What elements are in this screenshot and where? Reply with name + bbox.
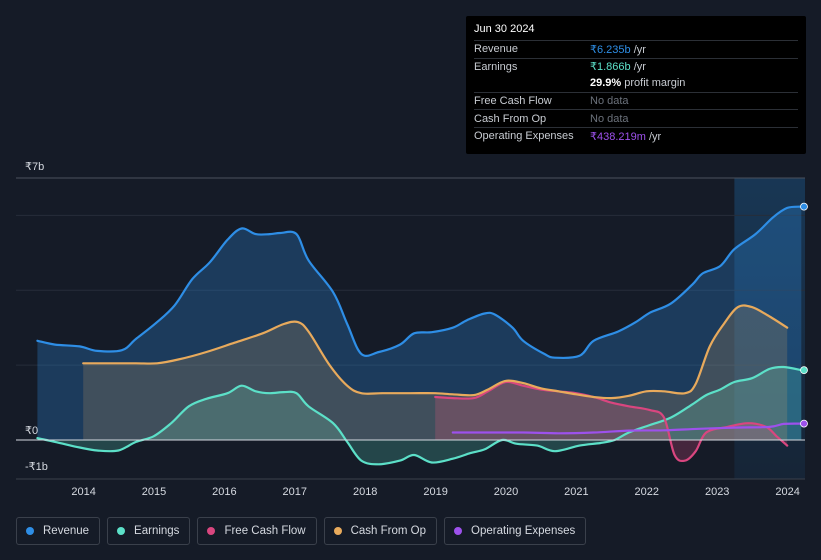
legend-item-free-cash-flow[interactable]: Free Cash Flow bbox=[197, 517, 317, 545]
legend-label: Revenue bbox=[43, 525, 90, 537]
legend-dot-icon bbox=[454, 527, 463, 535]
tooltip: Jun 30 2024 Revenue ₹6.235b /yr Earnings… bbox=[466, 16, 806, 154]
y-label-bottom: -₹1b bbox=[25, 461, 48, 473]
tooltip-value: ₹6.235b bbox=[590, 43, 631, 56]
legend-label: Free Cash Flow bbox=[224, 525, 306, 537]
tooltip-unit: profit margin bbox=[621, 77, 686, 90]
x-tick-label: 2016 bbox=[212, 486, 236, 498]
tooltip-value: 29.9% bbox=[590, 77, 622, 90]
operating-expenses-end-dot bbox=[800, 419, 808, 428]
free-cash-flow-area bbox=[435, 381, 788, 461]
tooltip-label: Cash From Op bbox=[474, 112, 547, 125]
tooltip-row-earnings: Earnings ₹1.866b /yr bbox=[474, 57, 798, 76]
legend-dot-icon bbox=[117, 527, 126, 535]
earnings-end-dot bbox=[800, 366, 808, 375]
tooltip-row-opex: Operating Expenses ₹438.219m /yr bbox=[474, 126, 798, 145]
x-tick-label: 2014 bbox=[71, 486, 95, 498]
legend-item-operating-expenses[interactable]: Operating Expenses bbox=[444, 517, 587, 545]
revenue-line bbox=[36, 205, 803, 360]
tooltip-label: Earnings bbox=[474, 60, 518, 73]
tooltip-unit: /yr bbox=[630, 43, 646, 56]
cash-from-op-line bbox=[82, 304, 789, 400]
x-tick-label: 2017 bbox=[283, 486, 307, 498]
tooltip-value: No data bbox=[590, 112, 629, 125]
legend-item-earnings[interactable]: Earnings bbox=[107, 517, 191, 545]
y-label-top: ₹7b bbox=[25, 161, 44, 173]
tooltip-unit: /yr bbox=[630, 61, 646, 74]
tooltip-label: Free Cash Flow bbox=[474, 95, 552, 108]
legend-label: Cash From Op bbox=[350, 525, 427, 537]
x-tick-label: 2018 bbox=[353, 486, 377, 498]
tooltip-row-margin: 29.9% profit margin bbox=[474, 75, 798, 92]
revenue-area bbox=[37, 206, 802, 440]
legend-label: Operating Expenses bbox=[471, 525, 576, 537]
x-tick-label: 2020 bbox=[494, 486, 518, 498]
x-tick-label: 2023 bbox=[705, 486, 729, 498]
x-tick-label: 2024 bbox=[775, 486, 799, 498]
tooltip-row-revenue: Revenue ₹6.235b /yr bbox=[474, 40, 798, 58]
legend-label: Earnings bbox=[134, 525, 180, 537]
x-tick-label: 2015 bbox=[142, 486, 166, 498]
earnings-line bbox=[36, 365, 803, 466]
tooltip-value: No data bbox=[590, 95, 629, 108]
tooltip-date: Jun 30 2024 bbox=[474, 23, 535, 35]
legend-dot-icon bbox=[26, 527, 34, 535]
cash-from-op-area bbox=[83, 305, 788, 440]
y-label-zero: ₹0 bbox=[25, 425, 38, 437]
tooltip-row-cfo: Cash From Op No data bbox=[474, 109, 798, 127]
tooltip-value: ₹1.866b bbox=[590, 61, 631, 74]
legend-item-cash-from-op[interactable]: Cash From Op bbox=[323, 517, 438, 545]
tooltip-label: Operating Expenses bbox=[474, 130, 574, 143]
legend: Revenue Earnings Free Cash Flow Cash Fro… bbox=[16, 517, 587, 545]
x-tick-label: 2019 bbox=[423, 486, 447, 498]
tooltip-unit: /yr bbox=[645, 130, 662, 143]
legend-dot-icon bbox=[207, 527, 216, 535]
tooltip-row-fcf: Free Cash Flow No data bbox=[474, 91, 798, 110]
tooltip-value: ₹438.219m bbox=[590, 130, 646, 143]
legend-dot-icon bbox=[333, 527, 342, 535]
legend-item-revenue[interactable]: Revenue bbox=[16, 517, 101, 545]
tooltip-label: Revenue bbox=[474, 43, 519, 56]
operating-expenses-line bbox=[451, 422, 803, 435]
x-tick-label: 2022 bbox=[635, 486, 659, 498]
x-tick-label: 2021 bbox=[564, 486, 588, 498]
revenue-end-dot bbox=[800, 202, 808, 211]
